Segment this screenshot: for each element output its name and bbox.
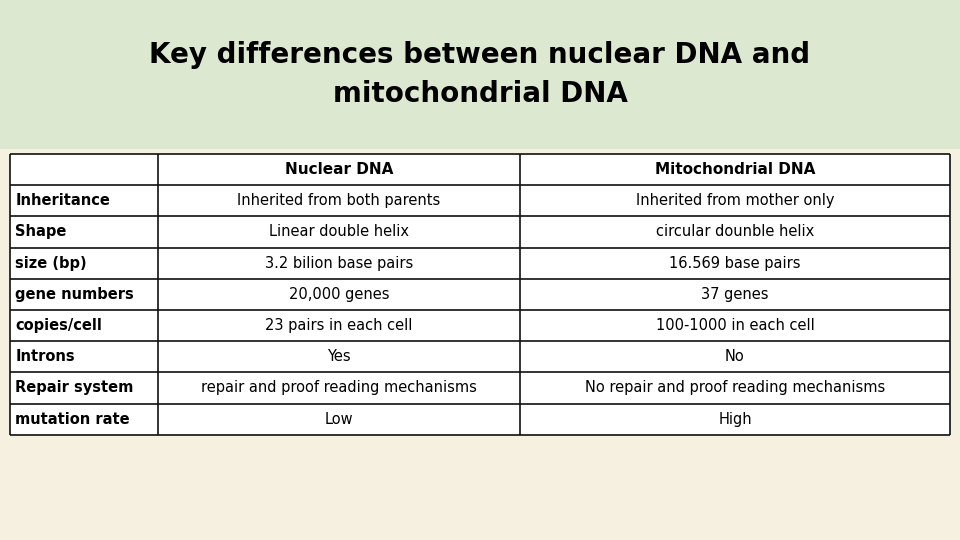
Text: copies/cell: copies/cell [15,318,102,333]
Text: Inherited from both parents: Inherited from both parents [237,193,441,208]
Text: mutation rate: mutation rate [15,411,130,427]
Text: Nuclear DNA: Nuclear DNA [285,162,393,177]
Text: Inheritance: Inheritance [15,193,110,208]
Text: Mitochondrial DNA: Mitochondrial DNA [655,162,815,177]
Text: Yes: Yes [327,349,350,364]
Text: Linear double helix: Linear double helix [269,225,409,239]
FancyBboxPatch shape [0,0,960,148]
Text: No repair and proof reading mechanisms: No repair and proof reading mechanisms [585,380,885,395]
Text: Low: Low [324,411,353,427]
Text: 20,000 genes: 20,000 genes [289,287,389,302]
Text: circular dounble helix: circular dounble helix [656,225,814,239]
Text: Introns: Introns [15,349,75,364]
Text: repair and proof reading mechanisms: repair and proof reading mechanisms [201,380,477,395]
Text: 37 genes: 37 genes [701,287,769,302]
Text: 23 pairs in each cell: 23 pairs in each cell [265,318,413,333]
Text: 16.569 base pairs: 16.569 base pairs [669,255,801,271]
Text: High: High [718,411,752,427]
Text: Repair system: Repair system [15,380,133,395]
Text: No: No [725,349,745,364]
Text: Key differences between nuclear DNA and
mitochondrial DNA: Key differences between nuclear DNA and … [150,40,810,108]
Text: gene numbers: gene numbers [15,287,134,302]
FancyBboxPatch shape [10,154,950,435]
Text: Shape: Shape [15,225,67,239]
Text: 100-1000 in each cell: 100-1000 in each cell [656,318,814,333]
Text: Inherited from mother only: Inherited from mother only [636,193,834,208]
Text: 3.2 bilion base pairs: 3.2 bilion base pairs [265,255,413,271]
Text: size (bp): size (bp) [15,255,87,271]
